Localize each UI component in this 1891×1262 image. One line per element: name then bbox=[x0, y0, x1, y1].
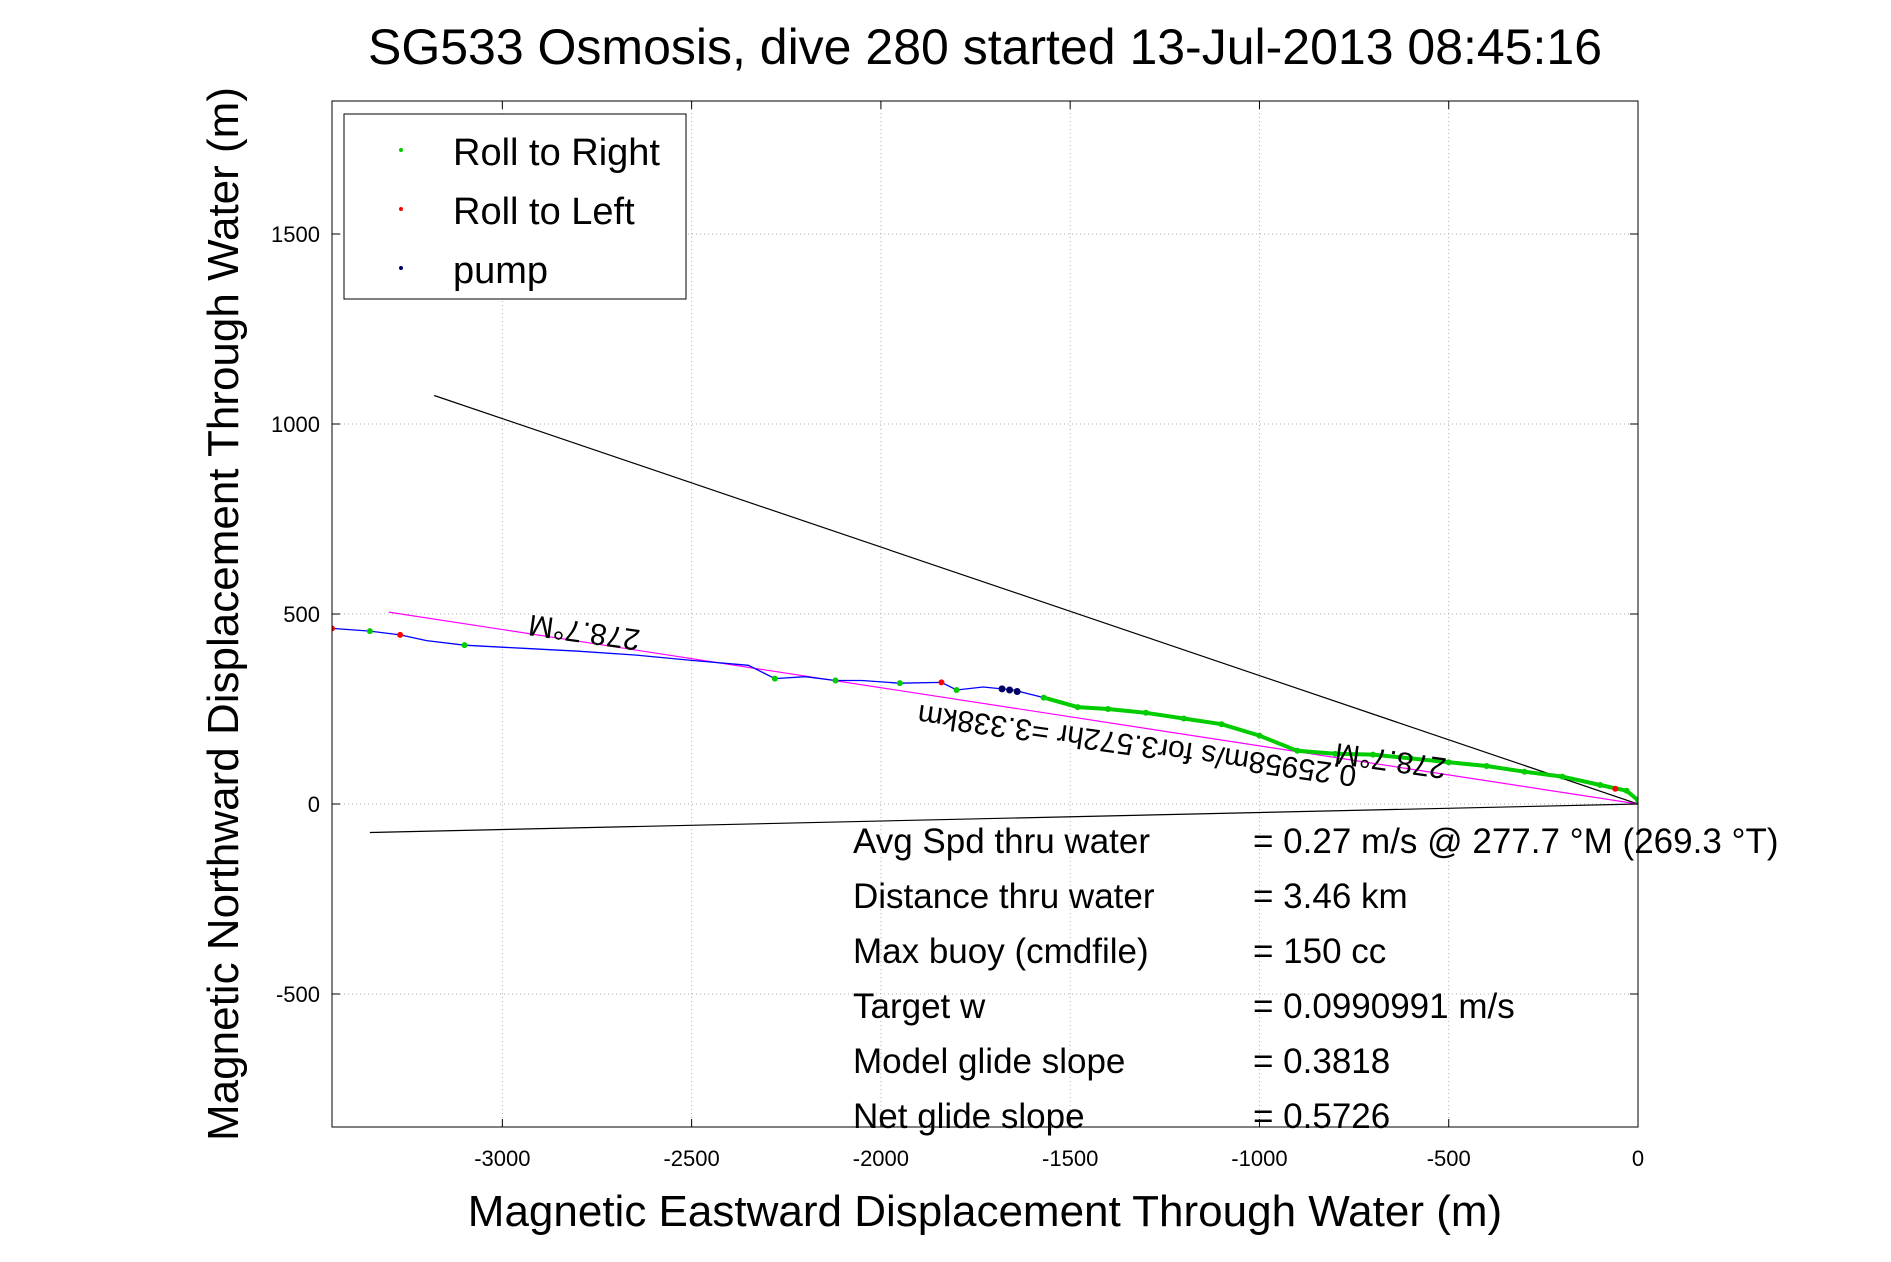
roll-right-point bbox=[832, 677, 839, 684]
stat-value: = 3.46 km bbox=[1253, 877, 1408, 916]
x-tick-label: -500 bbox=[1427, 1146, 1471, 1171]
x-tick-label: -1000 bbox=[1231, 1146, 1287, 1171]
roll-right-point bbox=[1040, 694, 1047, 701]
x-axis-label: Magnetic Eastward Displacement Through W… bbox=[468, 1187, 1502, 1236]
x-tick-label: -1500 bbox=[1042, 1146, 1098, 1171]
stat-value: = 0.27 m/s @ 277.7 °M (269.3 °T) bbox=[1253, 822, 1779, 861]
grid bbox=[332, 101, 1638, 1127]
roll-right-point bbox=[1105, 706, 1112, 712]
roll-right-point bbox=[1370, 751, 1377, 758]
legend-marker bbox=[399, 148, 403, 152]
stat-label: Distance thru water bbox=[853, 877, 1155, 916]
legend-label: Roll to Left bbox=[453, 191, 635, 233]
stat-label: Model glide slope bbox=[853, 1042, 1125, 1081]
stat-value: = 150 cc bbox=[1253, 932, 1386, 971]
y-tick-label: 1000 bbox=[271, 412, 320, 437]
x-tick-label: -2500 bbox=[663, 1146, 719, 1171]
roll-right-point bbox=[1074, 704, 1081, 711]
roll-right-point bbox=[1142, 709, 1149, 716]
pump-point bbox=[1006, 686, 1014, 694]
roll-left-point bbox=[332, 625, 335, 632]
roll-right-point bbox=[1635, 797, 1638, 804]
x-tick-label: -3000 bbox=[474, 1146, 530, 1171]
stat-label: Max buoy (cmdfile) bbox=[853, 932, 1149, 971]
roll-right-point bbox=[1256, 732, 1263, 739]
stat-value: = 0.5726 bbox=[1253, 1097, 1390, 1136]
y-axis-label: Magnetic Northward Displacement Through … bbox=[199, 87, 248, 1141]
roll-right-point bbox=[1294, 747, 1301, 754]
roll-right-point bbox=[1559, 773, 1566, 780]
heading-line bbox=[388, 611, 1638, 805]
stat-value: = 0.3818 bbox=[1253, 1042, 1390, 1081]
reference-lines bbox=[369, 394, 1638, 834]
roll-right-point bbox=[953, 687, 960, 693]
roll-right-point bbox=[1218, 721, 1225, 728]
roll-left-point bbox=[1612, 785, 1619, 792]
roll-left-point bbox=[397, 631, 404, 638]
chart-title: SG533 Osmosis, dive 280 started 13-Jul-2… bbox=[368, 19, 1602, 75]
legend-label: pump bbox=[453, 250, 548, 292]
roll-right-point bbox=[461, 642, 468, 649]
series-layer bbox=[332, 625, 1638, 804]
stat-label: Target w bbox=[853, 987, 986, 1026]
roll-right-point bbox=[1407, 755, 1414, 762]
legend-marker bbox=[399, 207, 403, 211]
stat-label: Avg Spd thru water bbox=[853, 822, 1150, 861]
roll-right-point bbox=[1623, 787, 1630, 794]
y-tick-label: -500 bbox=[276, 982, 320, 1007]
axis-ticks: -3000 -2500 -2000 -1500 -1000 -500 0 -500 0 500 10… bbox=[271, 101, 1644, 1171]
roll-right-point bbox=[1483, 763, 1490, 769]
roll-right-point bbox=[1521, 768, 1528, 775]
roll-right-point bbox=[1180, 715, 1187, 722]
roll-right-point bbox=[1597, 782, 1604, 788]
y-tick-label: 0 bbox=[308, 792, 320, 817]
x-tick-label: 0 bbox=[1632, 1146, 1644, 1171]
stat-label: Net glide slope bbox=[853, 1097, 1085, 1136]
stats-panel: Avg Spd thru water = 0.27 m/s @ 277.7 °M … bbox=[853, 822, 1779, 1136]
roll-right-point bbox=[1332, 750, 1339, 757]
legend-label: Roll to Right bbox=[453, 132, 660, 174]
roll-right-point bbox=[366, 628, 373, 635]
stat-value: = 0.0990991 m/s bbox=[1253, 987, 1515, 1026]
legend-marker bbox=[399, 266, 403, 270]
y-tick-label: 1500 bbox=[271, 222, 320, 247]
pump-point bbox=[998, 685, 1006, 693]
roll-left-point bbox=[938, 679, 945, 686]
cone-lower-line bbox=[369, 803, 1638, 834]
cone-upper-line bbox=[434, 394, 1638, 805]
x-tick-label: -2000 bbox=[853, 1146, 909, 1171]
roll-right-point bbox=[1445, 759, 1452, 766]
legend: Roll to Right Roll to Left pump bbox=[343, 113, 687, 300]
roll-right-point bbox=[771, 675, 778, 682]
pump-point bbox=[1013, 688, 1021, 696]
y-tick-label: 500 bbox=[283, 602, 320, 627]
roll-right-point bbox=[896, 680, 903, 687]
roll-right-segment bbox=[1043, 695, 1638, 802]
